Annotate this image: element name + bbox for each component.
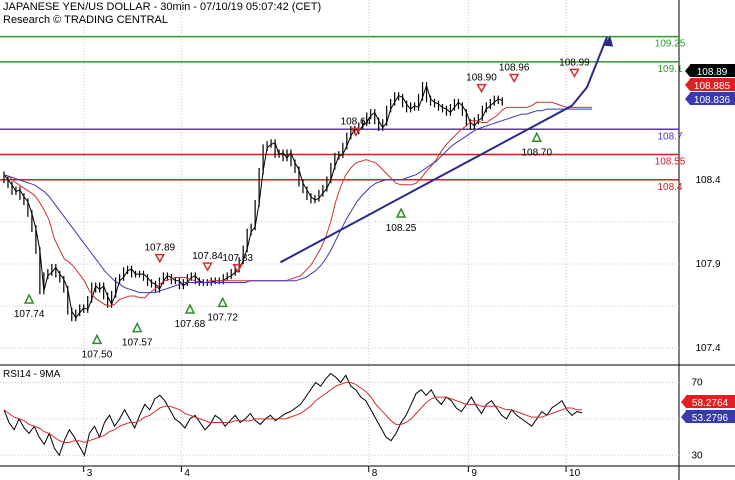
level-label: 108.4 (657, 182, 682, 193)
price-label-box (690, 64, 735, 77)
y-tick-label: 107.4 (695, 343, 720, 354)
price-label-pointer (685, 93, 690, 105)
price-label-box (690, 78, 735, 91)
high-marker (508, 73, 520, 83)
trendline (279, 104, 573, 264)
price-label-box (690, 92, 735, 105)
forecast-arrow (571, 36, 609, 107)
rsi-title: RSI14 - 9MA (3, 369, 61, 380)
forecast-arrowhead (603, 35, 614, 47)
rsi-label-box (686, 410, 735, 423)
rsi-line (3, 372, 583, 457)
low-label: 107.74 (14, 309, 45, 320)
x-tick-label: 3 (87, 468, 93, 479)
low-label: 108.70 (521, 147, 552, 158)
low-marker (395, 207, 407, 218)
high-marker (202, 262, 213, 272)
low-marker (217, 296, 228, 308)
high-label: 107.83 (222, 253, 253, 264)
high-marker (232, 264, 244, 274)
level-label: 108.7 (657, 131, 682, 142)
low-label: 107.68 (175, 319, 206, 330)
rsi-ma-line (3, 382, 582, 444)
high-marker (569, 68, 580, 78)
high-marker (154, 253, 166, 264)
price-label: 108.885 (694, 81, 731, 92)
y-tick-label: 107.9 (695, 259, 720, 270)
price-line (3, 83, 503, 319)
high-label: 108.90 (466, 73, 497, 84)
rsi-tick-label: 30 (691, 450, 703, 461)
high-label: 108.96 (499, 62, 530, 73)
rsi-value-label: 53.2796 (692, 413, 729, 424)
price-label: 108.89 (697, 67, 728, 78)
chart-title: JAPANESE YEN/US DOLLAR - 30min - 07/10/1… (3, 1, 322, 13)
low-label: 107.72 (207, 312, 238, 323)
level-label: 109.1 (657, 64, 682, 75)
ma-slow-line (3, 108, 593, 294)
rsi-label-pointer (681, 411, 686, 423)
high-marker (350, 127, 362, 137)
low-marker (91, 333, 103, 345)
high-label: 108.64 (341, 116, 372, 127)
price-label-pointer (685, 65, 690, 77)
high-label: 107.84 (192, 251, 223, 262)
low-label: 108.25 (386, 223, 417, 234)
x-tick-label: 8 (372, 468, 378, 479)
ma-fast-line (3, 101, 593, 307)
x-tick-label: 9 (471, 468, 477, 479)
low-marker (23, 293, 35, 304)
x-tick-label: 10 (569, 468, 581, 479)
rsi-label-box (686, 395, 735, 408)
chart-subtitle: Research © TRADING CENTRAL (3, 14, 168, 26)
high-label: 107.89 (145, 243, 176, 254)
rsi-value-label: 58.2764 (692, 398, 729, 409)
low-marker (131, 321, 143, 333)
rsi-tick-label: 70 (691, 378, 703, 389)
y-tick-label: 108.4 (695, 175, 720, 186)
x-tick-label: 4 (184, 468, 190, 479)
rsi-label-pointer (681, 396, 686, 408)
low-label: 107.57 (122, 338, 153, 349)
low-marker (184, 303, 196, 314)
high-label: 108.99 (559, 57, 590, 68)
level-label: 109.25 (655, 39, 686, 50)
price-label-pointer (685, 79, 690, 91)
low-label: 107.50 (82, 349, 113, 360)
low-marker (531, 131, 542, 143)
level-label: 108.55 (655, 157, 686, 168)
price-label: 108.836 (694, 95, 731, 106)
high-marker (476, 83, 487, 94)
